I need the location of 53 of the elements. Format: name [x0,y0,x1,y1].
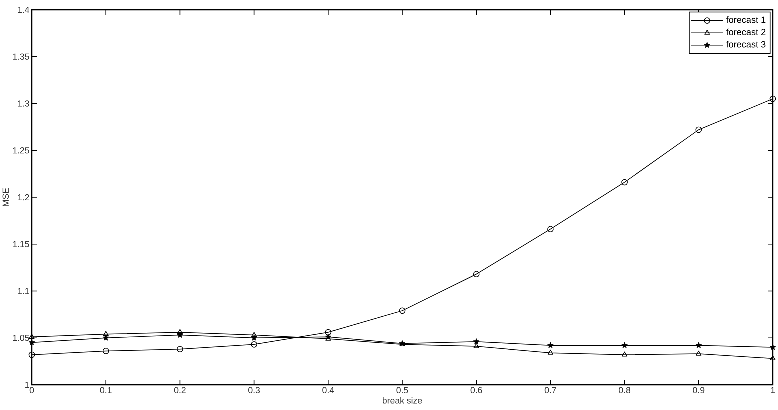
x-tick-label: 0.6 [470,387,482,394]
point [177,346,184,353]
point [103,331,109,336]
y-tick-label: 1.15 [13,241,30,248]
point [770,356,776,361]
y-tick-label: 1.1 [18,288,30,294]
point [399,308,406,314]
point [177,329,183,334]
y-tick-label: 1.4 [18,6,30,14]
x-tick-label: 0 [30,387,34,394]
point [548,350,554,355]
legend-label: forecast 3 [726,41,766,48]
point [548,342,554,348]
point [325,329,332,336]
point [28,352,36,358]
y-tick-label: 1.3 [18,100,30,107]
point [252,332,258,338]
point [770,344,776,350]
x-tick-label: 0.9 [693,387,705,394]
point [177,332,184,338]
x-tick-label: 0.3 [248,387,260,394]
y-tick-label: 1.2 [18,194,30,201]
point [29,334,35,339]
x-tick-label: 0.7 [544,387,556,394]
x-tick-label: 0.2 [174,387,186,394]
point [696,126,702,134]
point [696,350,702,356]
point [473,338,480,345]
legend-label: forecast 1 [726,16,766,24]
y-tick-label: 1.25 [13,147,30,154]
x-tick-label: 0.8 [619,387,631,394]
y-tick-label: 1.05 [13,334,30,342]
y-axis-title: MSE [2,188,10,206]
legend-label: forecast 2 [726,28,766,36]
point [102,348,110,354]
x-tick-label: 0.4 [322,387,334,394]
point [770,96,776,102]
point [622,352,628,357]
x-tick-label: 1 [771,387,776,394]
y-tick-label: 1.35 [13,54,30,60]
x-tick-label: 0.1 [100,387,112,394]
point [622,179,628,186]
y-tick-label: 1 [26,382,30,388]
point [251,342,258,348]
x-axis-title: break size [383,397,422,404]
point [28,340,36,346]
point [102,334,110,341]
point [548,226,554,233]
point [696,342,702,348]
x-tick-label: 0.5 [396,387,408,394]
point [474,343,480,348]
point [622,342,628,348]
point [473,271,480,278]
